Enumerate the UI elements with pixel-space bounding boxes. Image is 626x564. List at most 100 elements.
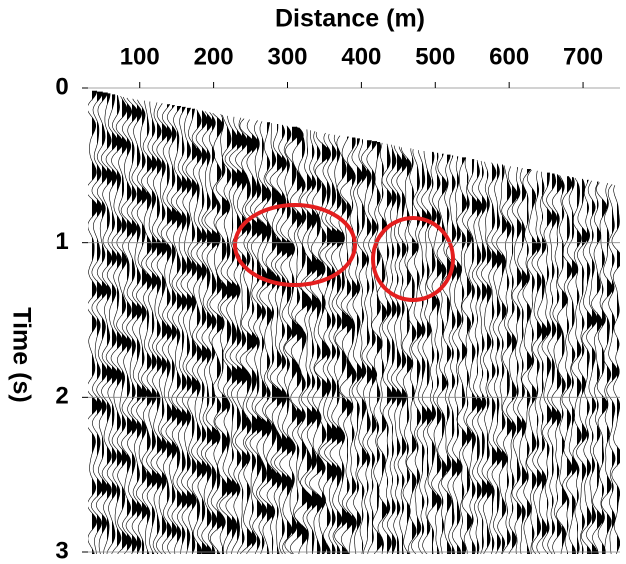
trace-fill: [197, 109, 203, 554]
trace-wiggle: [165, 104, 179, 554]
trace-fill: [462, 157, 467, 554]
trace-fill: [467, 158, 472, 554]
trace-fill: [552, 173, 558, 554]
trace-wiggle: [234, 117, 249, 554]
trace-wiggle: [346, 137, 358, 554]
trace-fill: [372, 141, 377, 554]
trace-fill: [452, 155, 458, 554]
trace-fill: [437, 152, 443, 554]
trace-wiggle: [150, 102, 164, 554]
trace-fill: [312, 130, 320, 554]
trace-fill: [547, 172, 552, 554]
trace-wiggle: [496, 164, 508, 554]
trace-wiggle: [195, 110, 209, 554]
trace-wiggle: [319, 132, 335, 554]
trace-wiggle: [329, 134, 345, 554]
x-tick-label: 600: [489, 43, 529, 70]
trace-fill: [107, 93, 113, 554]
x-tick-label: 700: [563, 43, 603, 70]
trace-fill: [202, 110, 208, 554]
trace-wiggle: [466, 159, 479, 554]
y-tick-label: 0: [55, 73, 68, 100]
trace-fill: [492, 162, 498, 554]
trace-fill: [572, 177, 578, 554]
x-axis-title: Distance (m): [275, 5, 425, 33]
trace-wiggle: [421, 151, 433, 554]
trace-wiggle: [461, 158, 473, 554]
trace-wiggle: [601, 183, 613, 554]
x-tick-label: 200: [194, 43, 234, 70]
trace-wiggle: [441, 154, 453, 554]
trace-fill: [177, 106, 183, 554]
trace-wiggle: [456, 157, 468, 554]
trace-fill: [267, 122, 275, 554]
trace-fill: [457, 156, 463, 554]
trace-wiggle: [611, 185, 620, 554]
trace-wiggle: [445, 155, 459, 554]
trace-wiggle: [561, 176, 573, 554]
x-tick-label: 400: [341, 43, 381, 70]
trace-fill: [447, 154, 453, 554]
trace-wiggle: [284, 126, 300, 554]
x-tick-label: 300: [267, 43, 307, 70]
trace-fill: [602, 182, 608, 554]
trace-fill: [587, 179, 593, 554]
trace-fill: [272, 123, 279, 554]
trace-fill: [412, 148, 418, 554]
trace-wiggle: [596, 182, 608, 554]
trace-wiggle: [406, 148, 418, 554]
y-tick-label: 3: [55, 537, 68, 564]
trace-wiggle: [309, 131, 325, 554]
trace-wiggle: [571, 177, 582, 554]
trace-fill: [342, 135, 350, 554]
trace-wiggle: [576, 178, 589, 554]
trace-fill: [142, 99, 148, 554]
trace-wiggle: [209, 113, 225, 554]
trace-wiggle: [224, 115, 240, 554]
trace-wiggle: [105, 94, 119, 554]
trace-fill: [352, 137, 358, 554]
trace-fill: [482, 160, 488, 554]
trace-wiggle: [269, 124, 285, 554]
trace-wiggle: [381, 143, 393, 554]
trace-wiggle: [176, 106, 188, 554]
x-tick-label: 100: [120, 43, 160, 70]
trace-wiggle: [486, 162, 498, 554]
trace-wiggle: [110, 95, 124, 554]
trace-wiggle: [546, 173, 558, 554]
trace-wiggle: [214, 113, 230, 554]
trace-wiggle: [366, 141, 378, 554]
trace-fill: [287, 125, 295, 554]
trace-fill: [247, 118, 255, 554]
trace-fill: [522, 168, 528, 554]
trace-fill: [167, 104, 173, 554]
trace-fill: [152, 101, 158, 554]
trace-fill: [127, 97, 133, 554]
trace-wiggle: [566, 177, 579, 554]
trace-wiggle: [180, 107, 194, 554]
trace-wiggle: [606, 184, 618, 554]
trace-fill: [232, 115, 239, 554]
trace-wiggle: [591, 181, 604, 554]
trace-wiggle: [371, 141, 383, 554]
trace-wiggle: [125, 97, 139, 554]
trace-wiggle: [334, 135, 350, 554]
trace-wiggle: [536, 171, 548, 554]
trace-wiggle: [170, 105, 184, 554]
trace-wiggle: [88, 90, 99, 554]
trace-fill: [562, 175, 568, 554]
trace-wiggle: [200, 111, 214, 554]
trace-fill: [237, 116, 245, 554]
trace-fill: [542, 171, 548, 554]
x-tick-label: 500: [415, 43, 455, 70]
trace-wiggle: [204, 112, 220, 554]
trace-fill: [617, 185, 620, 554]
trace-wiggle: [431, 152, 443, 554]
trace-wiggle: [436, 153, 448, 554]
trace-fill: [362, 139, 367, 554]
trace-wiggle: [551, 174, 563, 554]
trace-fill: [422, 150, 428, 554]
trace-wiggle: [244, 119, 260, 554]
trace-wiggle: [314, 132, 330, 554]
